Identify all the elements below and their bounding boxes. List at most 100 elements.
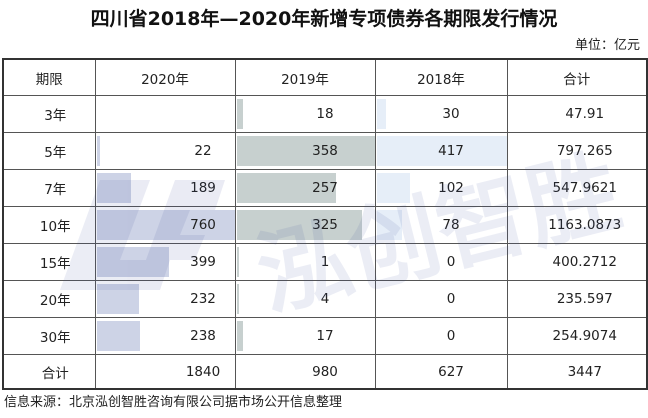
cell-value-total: 797.265	[556, 143, 613, 159]
cell-period: 7年	[2, 169, 96, 207]
total-2018-value: 627	[438, 363, 464, 380]
cell-value-period: 30年	[39, 330, 71, 346]
unit-label: 单位：亿元	[574, 38, 640, 53]
cell-value-period: 7年	[44, 182, 67, 198]
table-header-row: 期限 2020年 2019年 2018年 合计	[2, 58, 648, 96]
cell-2020: 399	[94, 243, 236, 281]
cell-value-2018: 78	[442, 217, 460, 233]
data-bar-2018	[376, 210, 403, 240]
cell-value-2018: 102	[438, 180, 464, 196]
cell-value-2019: 1	[320, 254, 330, 270]
header-2018: 2018年	[374, 58, 508, 96]
cell-value-total: 235.597	[556, 291, 613, 307]
cell-total: 47.91	[506, 95, 648, 133]
cell-value-2019: 4	[320, 291, 330, 307]
cell-total: 1163.0873	[506, 206, 648, 244]
bond-issuance-table: 期限 2020年 2019年 2018年 合计 3年 18 30 47.91 5年 22 3…	[2, 58, 648, 390]
cell-value-2020: 232	[190, 291, 216, 307]
table-row: 10年 760 325 78 1163.0873	[2, 206, 648, 244]
cell-period: 30年	[2, 317, 96, 355]
data-bar-2020	[96, 321, 140, 351]
cell-2019: 17	[234, 317, 376, 355]
cell-total: 235.597	[506, 280, 648, 318]
cell-2018: 0	[374, 243, 508, 281]
total-2019-cell: 980	[234, 354, 376, 390]
cell-value-period: 20年	[39, 293, 71, 309]
cell-value-2019: 325	[312, 217, 338, 233]
cell-2020: 238	[94, 317, 236, 355]
data-bar-2018	[376, 136, 506, 166]
header-period: 期限	[2, 58, 96, 96]
table-row: 30年 238 17 0 254.9074	[2, 317, 648, 355]
total-2020-cell: 1840	[94, 354, 236, 390]
cell-2018: 78	[374, 206, 508, 244]
header-2019: 2019年	[234, 58, 376, 96]
data-bar-2019	[236, 321, 244, 351]
cell-value-period: 3年	[44, 108, 67, 124]
cell-period: 5年	[2, 132, 96, 170]
cell-value-total: 1163.0873	[548, 217, 622, 233]
data-bar-2018	[376, 99, 387, 129]
cell-value-total: 254.9074	[552, 328, 617, 344]
source-note: 信息来源：北京泓创智胜咨询有限公司据市场公开信息整理	[4, 395, 343, 410]
total-sum-value: 3447	[567, 363, 602, 380]
data-bar-2019	[236, 210, 362, 240]
cell-2019: 4	[234, 280, 376, 318]
cell-2019: 325	[234, 206, 376, 244]
cell-period: 20年	[2, 280, 96, 318]
cell-value-period: 15年	[39, 256, 71, 272]
cell-period: 3年	[2, 95, 96, 133]
cell-value-total: 400.2712	[552, 254, 617, 270]
cell-total: 797.265	[506, 132, 648, 170]
cell-total: 547.9621	[506, 169, 648, 207]
cell-2019: 358	[234, 132, 376, 170]
data-bar-2020	[96, 173, 131, 203]
cell-value-2019: 257	[312, 180, 338, 196]
cell-2018: 0	[374, 317, 508, 355]
table-total-row: 合计 1840 980 627 3447	[2, 354, 648, 390]
cell-2018: 102	[374, 169, 508, 207]
page-title: 四川省2018年—2020年新增专项债券各期限发行情况	[90, 8, 558, 30]
data-bar-2019	[236, 284, 239, 314]
cell-2019: 18	[234, 95, 376, 133]
cell-value-2020: 238	[190, 328, 216, 344]
data-bar-2018	[376, 173, 411, 203]
cell-value-2019: 17	[316, 328, 334, 344]
table-row: 15年 399 1 0 400.2712	[2, 243, 648, 281]
table-row: 5年 22 358 417 797.265	[2, 132, 648, 170]
data-bar-2019	[236, 136, 374, 166]
total-2018-cell: 627	[374, 354, 508, 390]
cell-period: 15年	[2, 243, 96, 281]
data-bar-2020	[96, 284, 139, 314]
cell-value-2020: 399	[190, 254, 216, 270]
cell-value-2018: 30	[442, 106, 460, 122]
cell-2020: 232	[94, 280, 236, 318]
cell-value-period: 5年	[44, 145, 67, 161]
cell-2020: 760	[94, 206, 236, 244]
header-2020: 2020年	[94, 58, 236, 96]
total-sum-cell: 3447	[506, 354, 648, 390]
cell-value-period: 10年	[39, 219, 71, 235]
data-bar-2020	[96, 247, 169, 277]
cell-value-2020: 22	[194, 143, 212, 159]
cell-2018: 417	[374, 132, 508, 170]
cell-value-total: 47.91	[565, 106, 605, 122]
total-period-label: 合计	[41, 365, 69, 382]
cell-2018: 0	[374, 280, 508, 318]
cell-2018: 30	[374, 95, 508, 133]
total-period-cell: 合计	[2, 354, 96, 390]
cell-2019: 1	[234, 243, 376, 281]
cell-2020	[94, 95, 236, 133]
cell-value-total: 547.9621	[552, 180, 617, 196]
cell-value-2019: 18	[316, 106, 334, 122]
cell-2020: 22	[94, 132, 236, 170]
cell-2019: 257	[234, 169, 376, 207]
data-bar-2020	[96, 210, 234, 240]
cell-period: 10年	[2, 206, 96, 244]
cell-value-2020: 760	[190, 217, 216, 233]
cell-total: 254.9074	[506, 317, 648, 355]
total-2020-value: 1840	[185, 363, 221, 380]
total-2019-value: 980	[312, 363, 338, 380]
table-row: 7年 189 257 102 547.9621	[2, 169, 648, 207]
cell-total: 400.2712	[506, 243, 648, 281]
